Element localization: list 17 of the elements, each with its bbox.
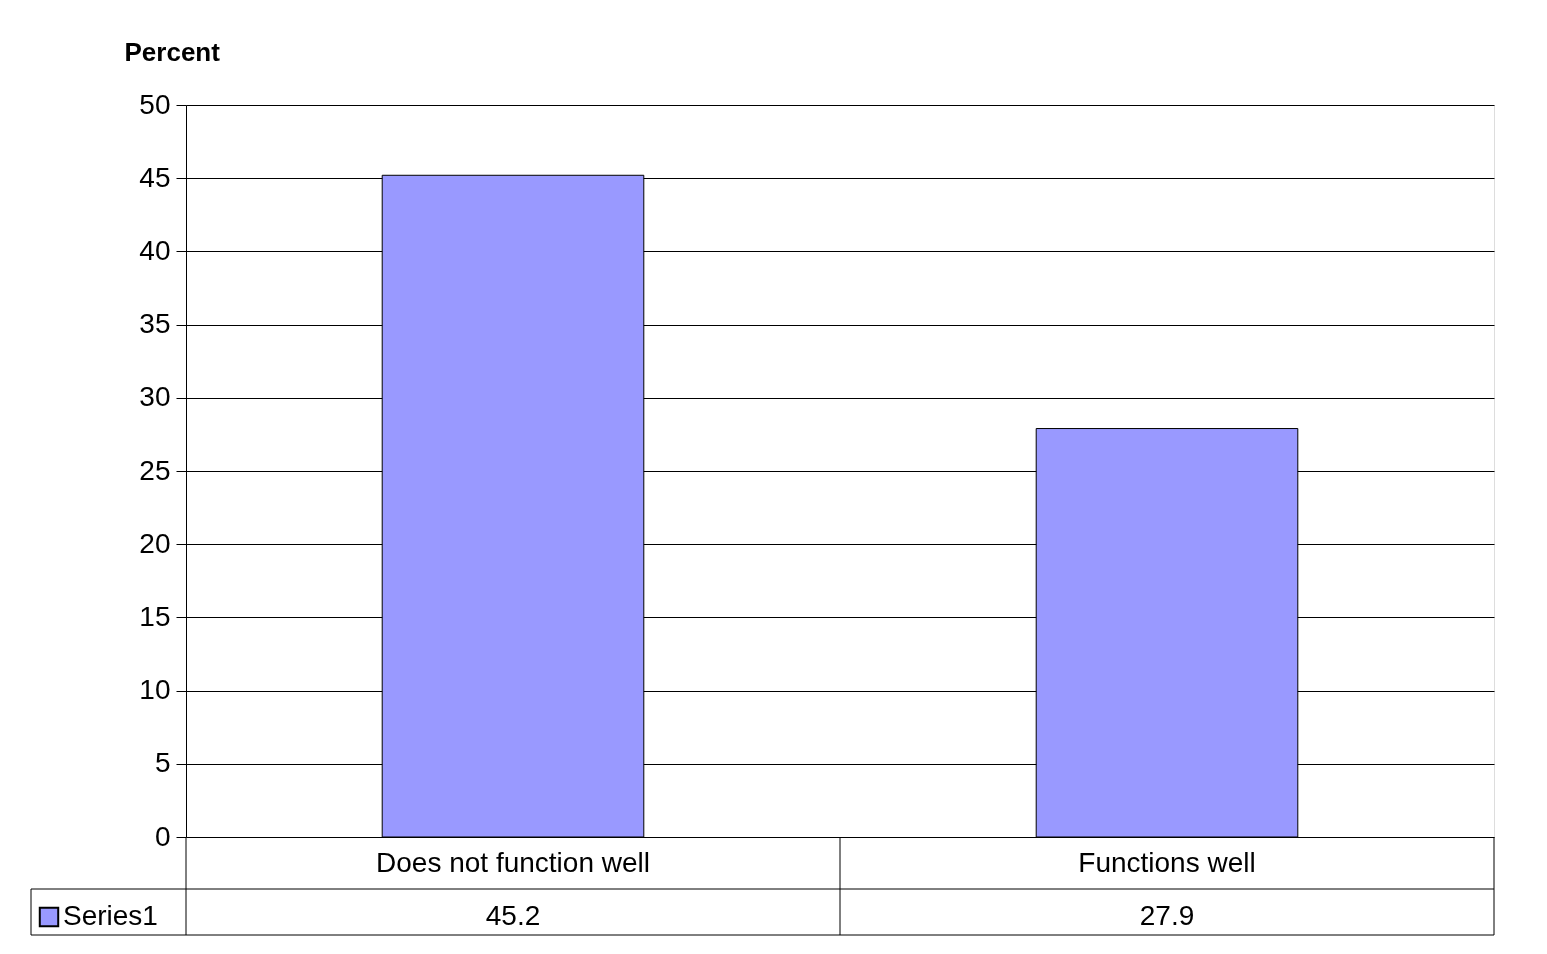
data-label: 27.9 [1139, 900, 1195, 931]
x-tick-label: Does not function well [376, 846, 650, 878]
y-tick-label: 15 [139, 600, 171, 632]
y-tick-label: 35 [139, 308, 171, 340]
data-label: 45.2 [485, 900, 541, 931]
y-tick-label: 45 [139, 161, 171, 193]
y-tick-label: 30 [139, 381, 171, 413]
y-axis-title: Percent [124, 36, 221, 67]
y-tick-label: 20 [139, 527, 171, 559]
y-tick-label: 5 [154, 747, 171, 779]
y-tick-label: 0 [154, 820, 171, 852]
y-tick-label: 40 [139, 234, 171, 266]
legend-label: Series1 [63, 900, 158, 931]
y-tick-label: 25 [139, 454, 171, 486]
y-tick-label: 10 [139, 674, 171, 706]
y-tick-label: 50 [139, 88, 171, 120]
x-tick-label: Functions well [1078, 846, 1256, 878]
